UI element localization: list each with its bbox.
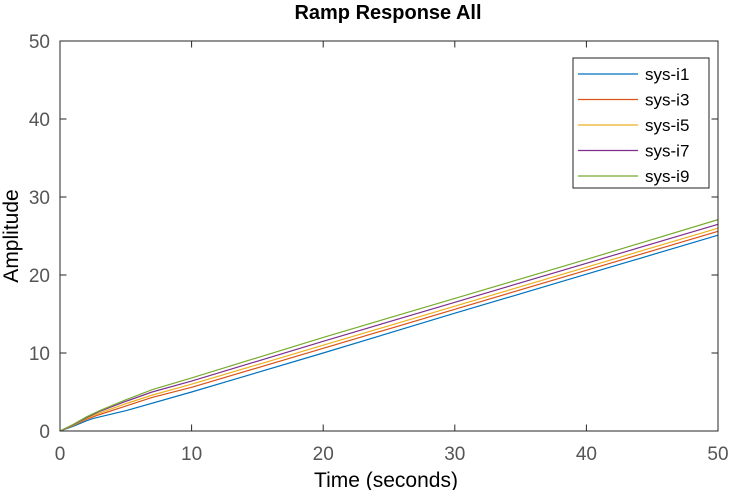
y-tick-label: 30 bbox=[29, 188, 50, 209]
x-tick-label: 20 bbox=[313, 444, 334, 465]
legend-box bbox=[572, 57, 710, 189]
y-tick-label: 40 bbox=[29, 110, 50, 131]
legend: sys-i1 sys-i3 sys-i5 sys-i7 sys-i9 bbox=[572, 57, 710, 189]
axes-layer bbox=[59, 40, 719, 432]
x-axis-label: Time (seconds) bbox=[314, 469, 458, 490]
x-tick-label: 50 bbox=[707, 444, 728, 465]
x-tick-label: 40 bbox=[576, 444, 597, 465]
axes-box bbox=[59, 40, 719, 432]
legend-items: sys-i1 sys-i3 sys-i5 sys-i7 sys-i9 bbox=[578, 65, 689, 186]
y-tick-label: 50 bbox=[29, 32, 50, 53]
legend-label-3: sys-i5 bbox=[645, 116, 689, 135]
y-tick-label: 10 bbox=[29, 344, 50, 365]
y-axis-label: Amplitude bbox=[0, 189, 23, 282]
chart-title: Ramp Response All bbox=[294, 2, 481, 24]
series-line-1 bbox=[59, 234, 719, 432]
y-tick-label: 0 bbox=[39, 422, 50, 443]
legend-label-4: sys-i7 bbox=[645, 142, 689, 161]
legend-label-5: sys-i9 bbox=[645, 167, 689, 186]
legend-label-2: sys-i3 bbox=[645, 91, 689, 110]
x-tick-label: 0 bbox=[55, 444, 66, 465]
legend-label-1: sys-i1 bbox=[645, 65, 689, 84]
y-tick-label: 20 bbox=[29, 266, 50, 287]
series-layer bbox=[59, 219, 719, 432]
x-tick-label: 30 bbox=[444, 444, 465, 465]
series-line-5 bbox=[59, 219, 719, 432]
ticks-layer: 0 10 20 30 40 50 0 10 20 30 40 50 bbox=[29, 32, 729, 465]
x-tick-label: 10 bbox=[181, 444, 202, 465]
